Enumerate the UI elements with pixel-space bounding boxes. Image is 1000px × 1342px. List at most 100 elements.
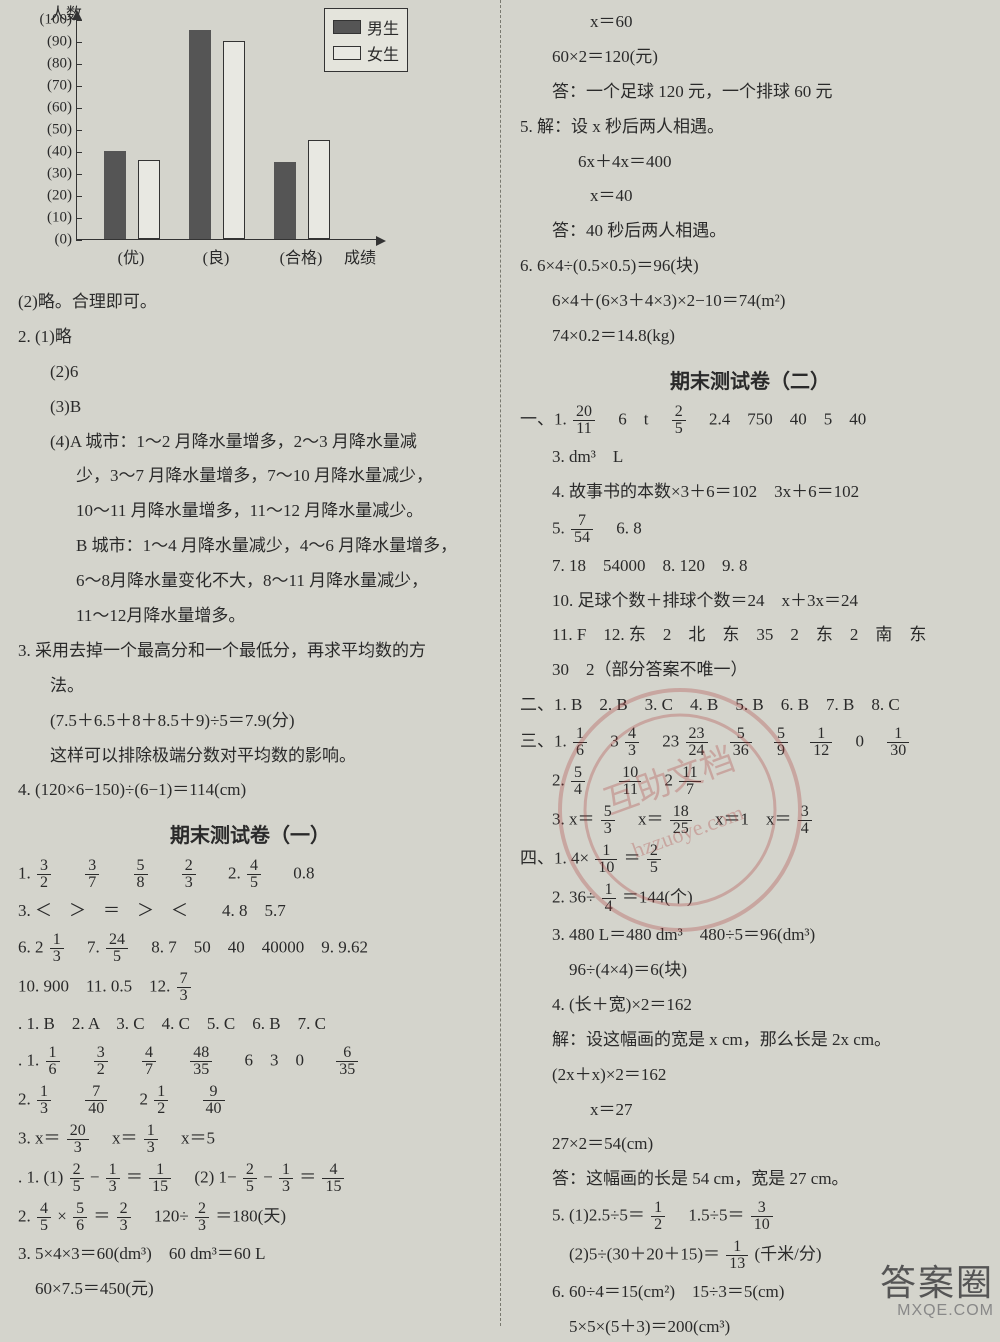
- fraction: 4835: [190, 1045, 212, 1078]
- text-line: 60×7.5＝450(元): [18, 1275, 482, 1304]
- bar-男生: [189, 30, 211, 239]
- section-title: 期末测试卷（二）: [520, 365, 980, 394]
- ytick-mark: [76, 130, 82, 131]
- bar-女生: [138, 160, 160, 239]
- fraction: 59: [774, 726, 788, 759]
- ytick-label: (10): [18, 210, 72, 227]
- fraction: 13: [279, 1162, 293, 1195]
- fraction: 25: [647, 843, 661, 876]
- math-line: 3. x＝ 53 x＝ 1825 x＝1 x＝ 34: [520, 804, 980, 837]
- text-line: 10. 足球个数＋排球个数＝24 x＋3x＝24: [520, 587, 980, 616]
- text-line: 解：设这幅画的宽是 x cm，那么长是 2x cm。: [520, 1026, 980, 1055]
- fraction: 203: [67, 1123, 89, 1156]
- fraction: 130: [887, 726, 909, 759]
- lead: 三、1.: [520, 732, 567, 751]
- x-category-label: (优): [118, 244, 145, 268]
- ytick-mark: [76, 108, 82, 109]
- lead: . 1.: [18, 1051, 39, 1070]
- ytick-mark: [76, 86, 82, 87]
- chart-xlabel: 成绩: [344, 244, 376, 268]
- fraction: 112: [810, 726, 832, 759]
- math-line: 10. 900 11. 0.5 12. 73: [18, 971, 482, 1004]
- fraction: 16: [46, 1045, 60, 1078]
- text-line: 27×2＝54(cm): [520, 1130, 980, 1159]
- bar-男生: [274, 162, 296, 239]
- fraction: 32: [37, 858, 51, 891]
- legend-row: 男生: [333, 15, 399, 39]
- lead: 5.: [552, 518, 565, 537]
- lead: 6. 2: [18, 938, 44, 957]
- math-line: 1. 32 37 58 23 2. 45 0.8: [18, 858, 482, 891]
- fraction: 940: [203, 1084, 225, 1117]
- ytick-label: (20): [18, 188, 72, 205]
- fraction: 13: [144, 1123, 158, 1156]
- text-line: 74×0.2＝14.8(kg): [520, 322, 980, 351]
- fraction: 23: [195, 1201, 209, 1234]
- fraction: 53: [601, 804, 615, 837]
- ytick-label: (100): [18, 12, 72, 29]
- mid: 6 3 0: [245, 1051, 305, 1070]
- text-line: 96÷(4×4)＝6(块): [520, 956, 980, 985]
- ytick-label: (0): [18, 232, 72, 249]
- text-line: 6. 6×4÷(0.5×0.5)＝96(块): [520, 252, 980, 281]
- math-line: 2. 13 740 2 12 940: [18, 1084, 482, 1117]
- lead: 一、1.: [520, 409, 567, 428]
- text-line: (7.5＋6.5＋8＋8.5＋9)÷5＝7.9(分): [18, 707, 482, 736]
- bar-女生: [308, 140, 330, 239]
- text-line: 二、1. B 2. B 3. C 4. B 5. B 6. B 7. B 8. …: [520, 691, 980, 720]
- fraction: 12: [154, 1084, 168, 1117]
- fraction: 754: [571, 513, 593, 546]
- logo-text: 答案圈: [880, 1263, 994, 1303]
- ytick-label: (80): [18, 56, 72, 73]
- fraction: 1825: [670, 804, 692, 837]
- fraction: 23: [117, 1201, 131, 1234]
- text-line: 11. F 12. 东 2 北 东 35 2 东 2 南 东: [520, 621, 980, 650]
- swatch-female-icon: [333, 46, 361, 60]
- lead: 7.: [70, 938, 100, 957]
- math-line: 2. 45 × 56 ＝ 23 120÷ 23 ＝180(天): [18, 1201, 482, 1234]
- lead: 四、1. 4×: [520, 849, 589, 868]
- mid: 2: [140, 1090, 149, 1109]
- text-line: (2)略。合理即可。: [18, 288, 482, 317]
- legend-row: 女生: [333, 41, 399, 65]
- ytick-label: (60): [18, 100, 72, 117]
- fraction: 25: [243, 1162, 257, 1195]
- fraction: 23: [182, 858, 196, 891]
- lead: 3. x＝: [552, 810, 595, 829]
- text-line: 6×4＋(6×3＋4×3)×2−10＝74(m²): [520, 287, 980, 316]
- text-line: (4)A 城市：1～2 月降水量增多，2～3 月降水量减: [18, 428, 482, 457]
- fraction: 13: [106, 1162, 120, 1195]
- ytick-label: (70): [18, 78, 72, 95]
- text-line: 3. ＜ ＞ ＝ ＞ ＜ 4. 8 5.7: [18, 897, 482, 926]
- math-line: 6. 2 13 7. 245 8. 7 50 40 40000 9. 9.62: [18, 932, 482, 965]
- text-line: 3. dm³ L: [520, 443, 980, 472]
- text-line: 答：40 秒后两人相遇。: [520, 217, 980, 246]
- fraction: 13: [50, 932, 64, 965]
- chart-legend: 男生 女生: [324, 8, 408, 72]
- text-line: 2. (1)略: [18, 323, 482, 352]
- x-category-label: (良): [203, 244, 230, 268]
- math-line: 3. x＝ 203 x＝ 13 x＝5: [18, 1123, 482, 1156]
- fraction: 43: [625, 726, 639, 759]
- text-line: (3)B: [18, 393, 482, 422]
- fraction: 415: [322, 1162, 344, 1195]
- text-line: 这样可以排除极端分数对平均数的影响。: [18, 742, 482, 771]
- text-line: 4. 故事书的本数×3＋6＝102 3x＋6＝102: [520, 478, 980, 507]
- right-column: x＝60 60×2＝120(元) 答：一个足球 120 元，一个排球 60 元 …: [500, 0, 1000, 1326]
- math-line: 2. 36÷ 14 ＝144(个): [520, 882, 980, 915]
- fraction: 113: [726, 1239, 748, 1272]
- fraction: 310: [751, 1200, 773, 1233]
- fraction: 47: [142, 1045, 156, 1078]
- fraction: 245: [106, 932, 128, 965]
- lead: (2)5÷(30＋20＋15)＝: [552, 1245, 720, 1264]
- fraction: 54: [571, 765, 585, 798]
- math-line: 5. (1)2.5÷5＝ 12 1.5÷5＝ 310: [520, 1200, 980, 1233]
- text-line: 6～8月降水量变化不大，8～11 月降水量减少，: [18, 567, 482, 596]
- math-line: 三、1. 16 3 43 23 2324 536 59 112 0 130: [520, 726, 980, 759]
- fraction: 2011: [573, 404, 595, 437]
- fraction: 13: [37, 1084, 51, 1117]
- lead: 2.: [18, 1090, 31, 1109]
- fraction: 32: [94, 1045, 108, 1078]
- text-line: x＝40: [520, 182, 980, 211]
- fraction: 536: [730, 726, 752, 759]
